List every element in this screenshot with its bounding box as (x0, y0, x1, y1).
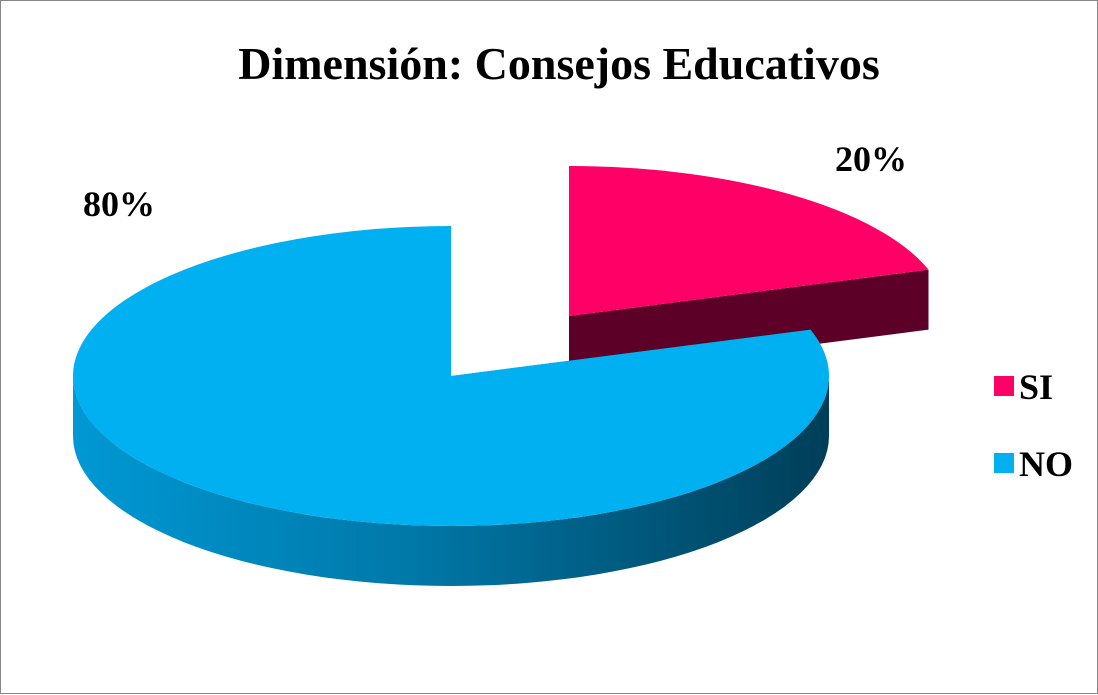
slices-layer (73, 166, 929, 586)
legend-swatch-si (994, 376, 1014, 396)
legend-label-si: SI (1019, 367, 1053, 407)
legend: SI NO (994, 367, 1073, 484)
legend-label-no: NO (1019, 444, 1073, 484)
data-label-si: 20% (835, 139, 907, 179)
chart-title: Dimensión: Consejos Educativos (238, 38, 880, 89)
legend-item-si[interactable]: SI (994, 367, 1053, 407)
legend-item-no[interactable]: NO (994, 444, 1073, 484)
data-label-no: 80% (83, 184, 155, 224)
legend-swatch-no (994, 453, 1014, 473)
